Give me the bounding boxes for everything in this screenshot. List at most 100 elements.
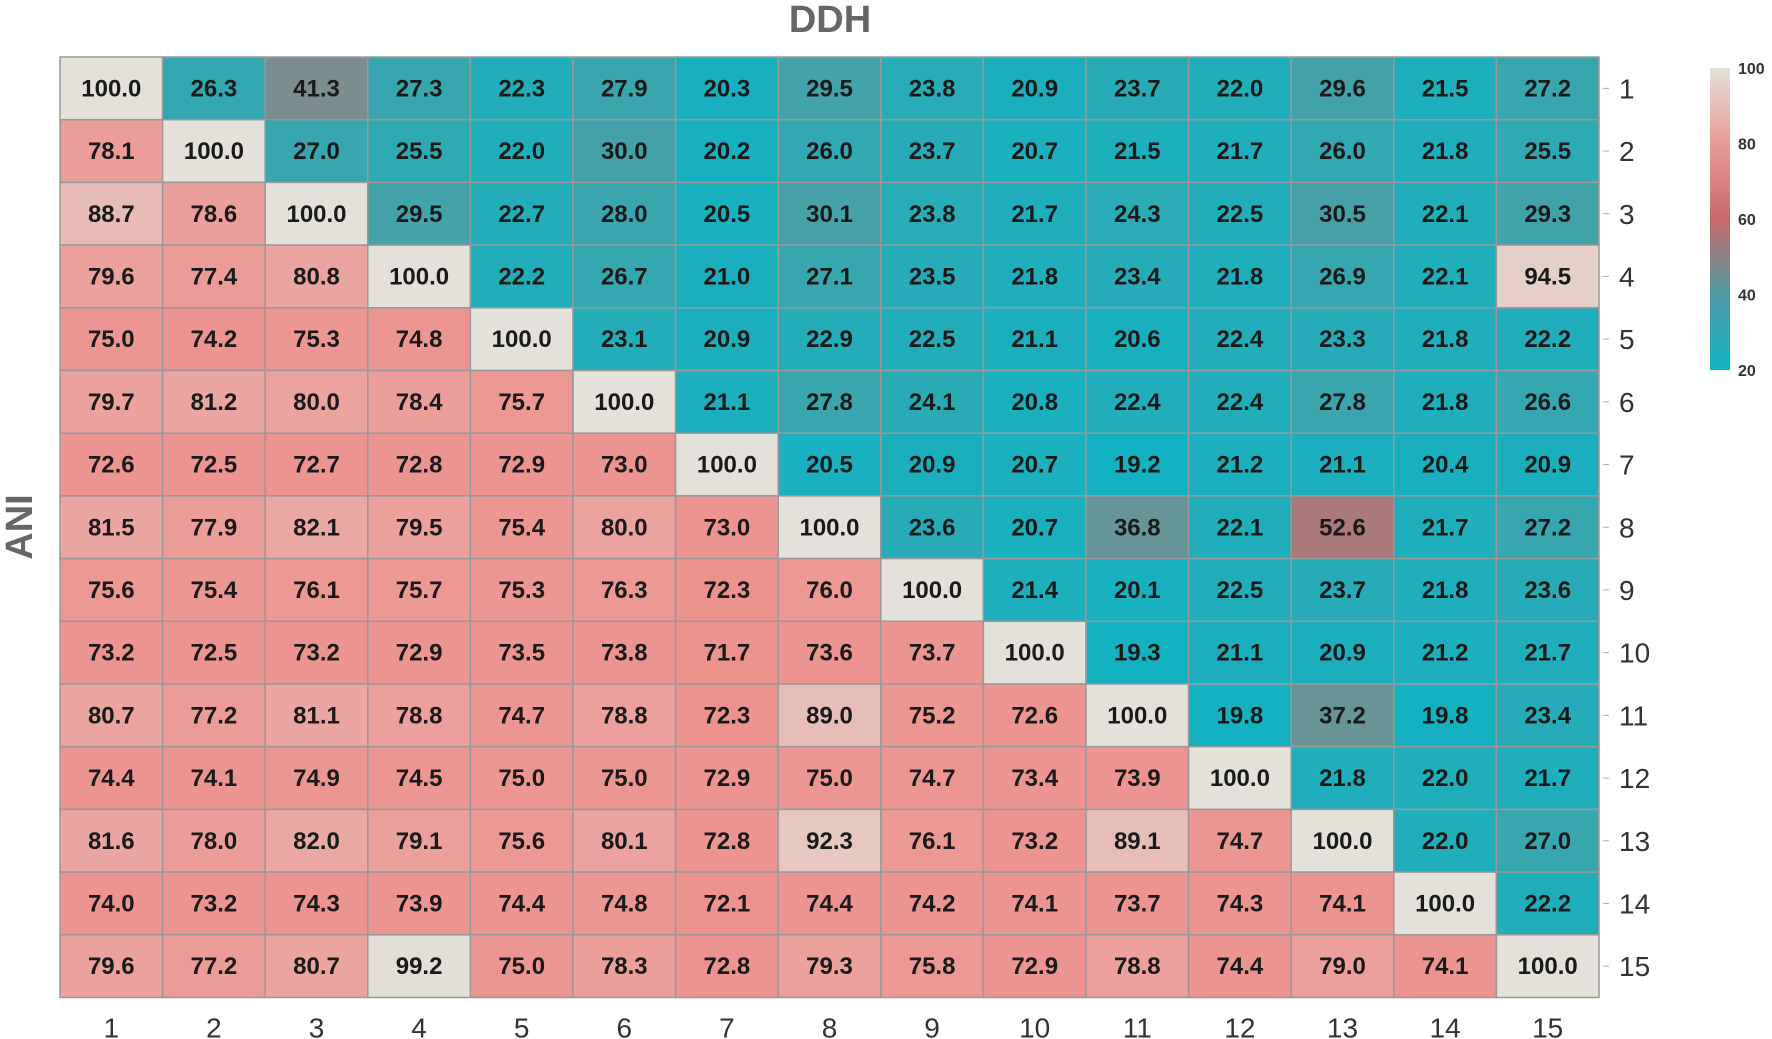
heatmap-cell xyxy=(264,118,369,184)
cell-value-label: 74.2 xyxy=(909,890,956,917)
heatmap-cell xyxy=(674,934,779,999)
heatmap-cell xyxy=(59,683,164,748)
heatmap-cell xyxy=(1085,808,1190,873)
colorbar-tick-label: 100 xyxy=(1738,61,1765,78)
heatmap-cell xyxy=(1393,495,1498,560)
heatmap-cell xyxy=(982,56,1087,121)
cell-value-label: 75.6 xyxy=(498,828,545,855)
heatmap-cell xyxy=(59,56,164,121)
heatmap-cell xyxy=(367,369,472,434)
cell-value-label: 75.0 xyxy=(88,326,135,353)
cell-value-label: 30.0 xyxy=(601,138,648,165)
x-tick-label: 13 xyxy=(1327,1013,1358,1039)
heatmap-cell xyxy=(367,934,472,999)
cell-value-label: 23.7 xyxy=(1114,75,1161,102)
cell-value-label: 20.9 xyxy=(1524,452,1571,479)
cell-value-label: 20.9 xyxy=(909,452,956,479)
cell-value-label: 22.2 xyxy=(1524,890,1571,917)
cell-value-label: 100.0 xyxy=(799,514,859,541)
y-tick-label: 3 xyxy=(1619,199,1635,230)
cell-value-label: 21.2 xyxy=(1422,640,1469,667)
cell-value-label: 100.0 xyxy=(1210,765,1270,792)
cell-value-label: 77.4 xyxy=(191,263,238,290)
heatmap-cell xyxy=(1393,369,1498,434)
colorbar-tick-label: 60 xyxy=(1738,212,1756,229)
heatmap-cell xyxy=(1393,432,1498,497)
heatmap-cell xyxy=(777,495,882,560)
heatmap-cells: 100.0 26.3 41.3 27.3 22.3 27.9 20.3 29.5 23.8 20.… xyxy=(59,56,1600,999)
cell-value-label: 36.8 xyxy=(1114,514,1161,541)
heatmap-cell xyxy=(572,307,677,372)
cell-value-label: 22.5 xyxy=(1217,577,1264,604)
heatmap-cell xyxy=(572,934,677,999)
cell-value-label: 22.3 xyxy=(498,75,545,102)
heatmap-cell xyxy=(1290,683,1395,748)
cell-value-label: 26.3 xyxy=(191,75,238,102)
heatmap-cell xyxy=(161,808,266,873)
cell-value-label: 73.5 xyxy=(498,640,545,667)
cell-value-label: 22.7 xyxy=(498,201,545,228)
cell-value-label: 19.2 xyxy=(1114,452,1161,479)
heatmap-cell xyxy=(880,181,985,246)
cell-value-label: 21.7 xyxy=(1217,138,1264,165)
cell-value-label: 22.1 xyxy=(1217,514,1264,541)
cell-value-label: 21.8 xyxy=(1319,765,1366,792)
cell-value-label: 76.0 xyxy=(806,577,853,604)
cell-value-label: 20.9 xyxy=(704,326,751,353)
cell-value-label: 23.4 xyxy=(1114,263,1161,290)
heatmap-cell xyxy=(1495,745,1600,811)
cell-value-label: 79.0 xyxy=(1319,953,1366,980)
heatmap-cell xyxy=(1495,495,1600,560)
cell-value-label: 100.0 xyxy=(1107,702,1167,729)
cell-value-label: 23.5 xyxy=(909,263,956,290)
cell-value-label: 22.2 xyxy=(498,263,545,290)
cell-value-label: 27.0 xyxy=(1524,828,1571,855)
cell-value-label: 80.7 xyxy=(293,953,340,980)
x-tick-label: 12 xyxy=(1224,1013,1255,1039)
heatmap-cell xyxy=(982,683,1087,748)
heatmap-cell xyxy=(469,432,574,497)
cell-value-label: 20.9 xyxy=(1319,640,1366,667)
heatmap-cell xyxy=(264,56,369,121)
x-tick-label: 4 xyxy=(411,1013,427,1039)
x-tick-label: 7 xyxy=(719,1013,735,1039)
cell-value-label: 20.5 xyxy=(806,452,853,479)
cell-value-label: 72.9 xyxy=(1011,953,1058,980)
cell-value-label: 100.0 xyxy=(902,577,962,604)
x-tick-label: 10 xyxy=(1019,1013,1050,1039)
cell-value-label: 75.7 xyxy=(396,577,443,604)
cell-value-label: 99.2 xyxy=(396,953,443,980)
heatmap-cell xyxy=(161,683,266,748)
y-tick-label: 4 xyxy=(1619,261,1635,292)
y-tick-label: 13 xyxy=(1619,826,1650,857)
heatmap-cell xyxy=(161,557,266,623)
cell-value-label: 29.5 xyxy=(396,201,443,228)
heatmap-cell xyxy=(59,557,164,623)
cell-value-label: 79.7 xyxy=(88,389,135,416)
heatmap-cell xyxy=(1187,307,1292,372)
cell-value-label: 72.6 xyxy=(1011,702,1058,729)
x-tick-label: 8 xyxy=(822,1013,838,1039)
heatmap-cell xyxy=(572,369,677,434)
cell-value-label: 20.7 xyxy=(1011,138,1058,165)
cell-value-label: 72.9 xyxy=(498,452,545,479)
heatmap-cell xyxy=(1187,118,1292,184)
heatmap-cell xyxy=(777,56,882,121)
y-tick-label: 11 xyxy=(1619,700,1648,731)
cell-value-label: 73.9 xyxy=(1114,765,1161,792)
heatmap-cell xyxy=(1187,620,1292,685)
heatmap-cell xyxy=(161,495,266,560)
cell-value-label: 77.9 xyxy=(191,514,238,541)
y-tick-label: 1 xyxy=(1619,73,1635,104)
heatmap-cell xyxy=(59,745,164,811)
heatmap-cell xyxy=(674,683,779,748)
cell-value-label: 74.2 xyxy=(191,326,238,353)
cell-value-label: 73.2 xyxy=(293,640,340,667)
x-tick-label: 11 xyxy=(1123,1013,1152,1039)
cell-value-label: 88.7 xyxy=(88,201,135,228)
cell-value-label: 27.2 xyxy=(1524,75,1571,102)
cell-value-label: 72.8 xyxy=(396,452,443,479)
heatmap-cell xyxy=(1393,307,1498,372)
cell-value-label: 72.9 xyxy=(704,765,751,792)
